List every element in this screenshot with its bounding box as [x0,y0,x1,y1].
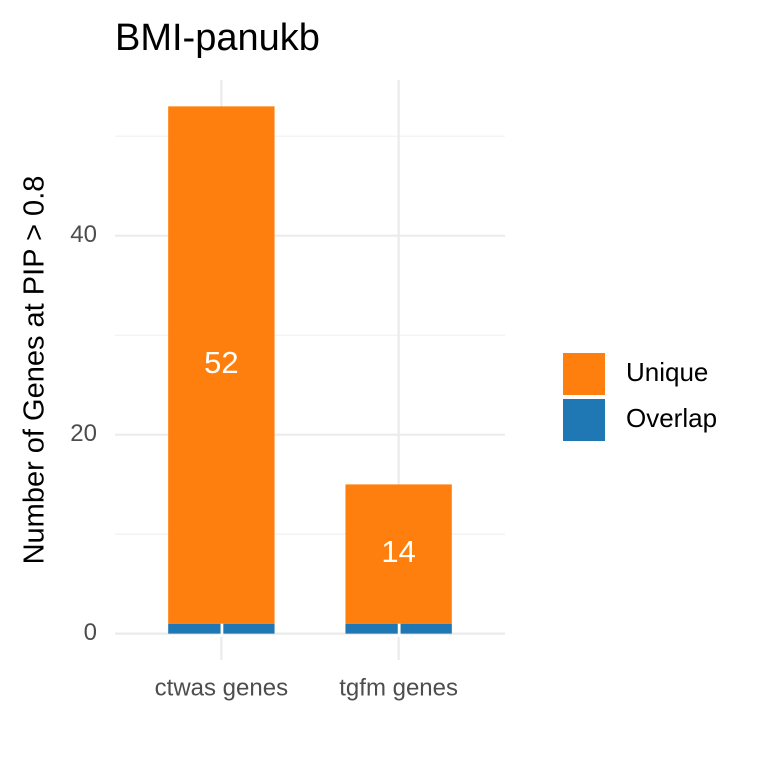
x-tick-label: tgfm genes [339,674,458,701]
bar-segment [168,623,275,634]
data-label: 14 [381,534,415,569]
legend-label: Overlap [626,403,717,433]
bar-segment [168,106,275,624]
legend-key [563,399,605,441]
y-tick-label: 0 [84,619,97,646]
legend-label: Unique [626,357,708,387]
chart-title: BMI-panukb [115,17,320,59]
y-tick-label: 40 [70,221,97,248]
bar-segment [345,623,452,634]
legend-key [563,353,605,395]
data-label: 52 [204,345,238,380]
bar-segment [345,484,452,624]
y-axis-label: Number of Genes at PIP > 0.8 [19,176,51,565]
y-tick-label: 20 [70,420,97,447]
x-tick-label: ctwas genes [155,674,288,701]
